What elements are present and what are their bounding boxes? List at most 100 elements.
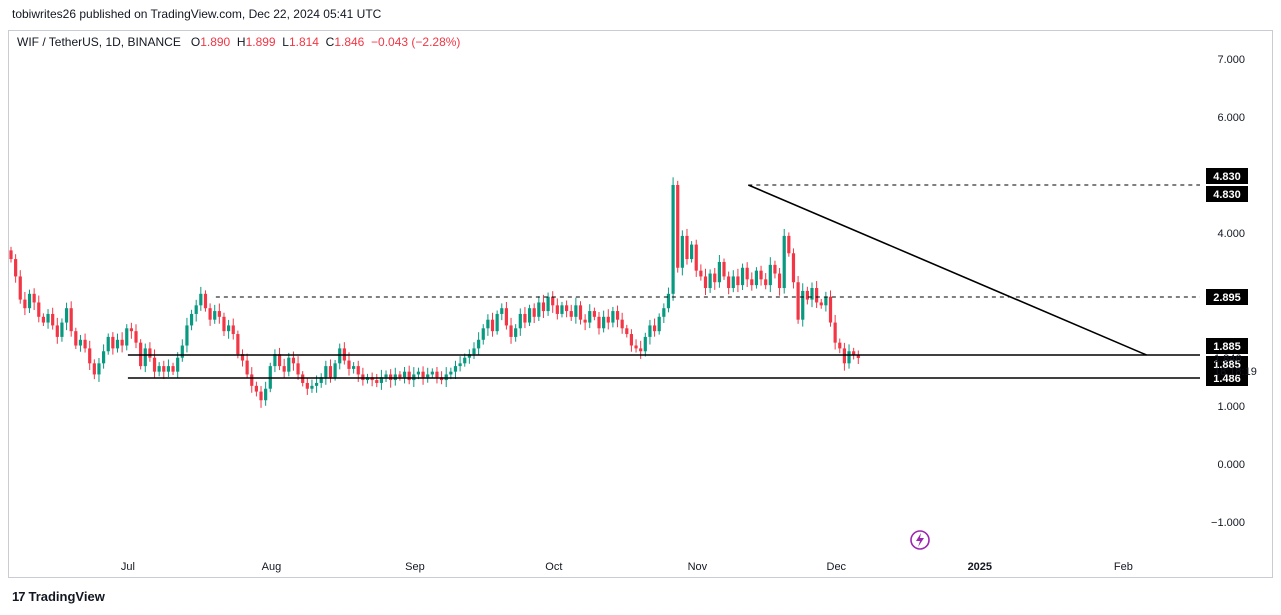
candle-body [662, 308, 666, 317]
candle-body [407, 371, 411, 381]
candle-body [143, 348, 147, 367]
candle-body [565, 305, 569, 312]
candle-body [745, 267, 749, 280]
candle-body [217, 311, 221, 317]
candle-body [620, 319, 624, 329]
price-label-text: 1.486 [1213, 373, 1241, 385]
candle-body [527, 308, 532, 323]
y-tick-label: 6.000 [1217, 112, 1245, 124]
candle-body [504, 308, 509, 326]
high-label: H [236, 35, 246, 49]
candle-body [32, 293, 36, 303]
candle-body [629, 334, 634, 346]
candle-body [347, 360, 351, 369]
candle-body [740, 267, 745, 286]
price-label-box [1206, 289, 1248, 305]
candle-body [92, 363, 96, 375]
candle-body [713, 273, 717, 283]
candle-body [805, 290, 809, 300]
candle-body [402, 371, 407, 378]
symbol-legend: WIF / TetherUS, 1D, BINANCE O1.890 H1.89… [17, 35, 460, 49]
candle-body [310, 385, 314, 389]
x-tick-label: Dec [827, 561, 847, 573]
candle-body [532, 308, 536, 317]
lightning-icon[interactable] [910, 530, 930, 550]
x-tick-label: 2025 [968, 561, 992, 573]
candle-body [250, 374, 254, 386]
x-tick-label: Nov [688, 561, 708, 573]
candle-body [777, 273, 782, 289]
trend-line [748, 184, 1147, 356]
candle-body [41, 316, 46, 323]
candle-body [74, 331, 78, 346]
price-label-text: 4.830 [1213, 171, 1241, 183]
candle-body [282, 366, 286, 372]
candle-body [634, 345, 638, 349]
candle-body [463, 357, 467, 364]
candle-body [296, 363, 300, 375]
candle-body [810, 288, 814, 300]
candle-body [324, 366, 328, 378]
candle-body [189, 313, 194, 326]
candle-body [115, 339, 120, 349]
change-value: −0.043 (−2.28%) [371, 35, 461, 49]
candle-body [125, 328, 129, 346]
candle-body [352, 366, 356, 369]
candle-body [838, 342, 842, 349]
x-tick-label: Feb [1114, 561, 1133, 573]
candle-body [722, 261, 726, 277]
candle-body [254, 385, 258, 392]
candle-body [717, 261, 721, 283]
candle-body [819, 302, 823, 306]
candle-body [449, 371, 453, 375]
candle-body [97, 363, 101, 375]
candle-body [764, 279, 768, 286]
candle-body [782, 235, 786, 289]
candle-body [509, 325, 513, 337]
candle-body [495, 313, 499, 332]
symbol-name[interactable]: WIF / TetherUS, 1D, BINANCE [17, 35, 181, 49]
candle-body [453, 366, 458, 372]
candle-body [23, 299, 27, 309]
candle-body [574, 305, 578, 317]
candle-body [37, 302, 41, 317]
candle-body [78, 339, 83, 346]
candle-body [176, 357, 180, 372]
candle-body [180, 345, 184, 358]
candle-body [157, 366, 161, 372]
candle-body [569, 311, 573, 317]
candle-body [291, 357, 296, 364]
candle-body [467, 354, 471, 358]
candle-body [648, 325, 652, 337]
price-label-box [1206, 168, 1248, 184]
candle-body [727, 276, 731, 289]
candle-body [486, 319, 490, 329]
candle-body [166, 366, 171, 372]
brand-name: TradingView [28, 589, 105, 604]
candle-body [666, 293, 671, 309]
candle-body [305, 382, 309, 389]
candle-body [694, 244, 698, 271]
candle-body [652, 325, 657, 332]
low-value: 1.814 [288, 35, 319, 49]
candle-body [828, 296, 833, 323]
candle-body [106, 336, 110, 352]
tradingview-brand[interactable]: 17 TradingView [12, 589, 105, 604]
candle-body [602, 316, 606, 329]
candle-body [245, 360, 249, 375]
price-label-box [1206, 370, 1248, 386]
candle-body [379, 377, 383, 383]
candle-body [148, 348, 152, 358]
candle-body [560, 305, 564, 314]
candle-body [597, 316, 601, 329]
y-tick-label: 1.000 [1217, 401, 1245, 413]
candle-body [611, 311, 615, 323]
candle-body [277, 354, 282, 367]
price-label-text: 2.895 [1213, 292, 1241, 304]
candle-body [736, 276, 740, 286]
candle-body [703, 276, 708, 289]
candle-body [264, 388, 268, 401]
candle-body [213, 311, 217, 320]
candle-body [120, 339, 124, 346]
